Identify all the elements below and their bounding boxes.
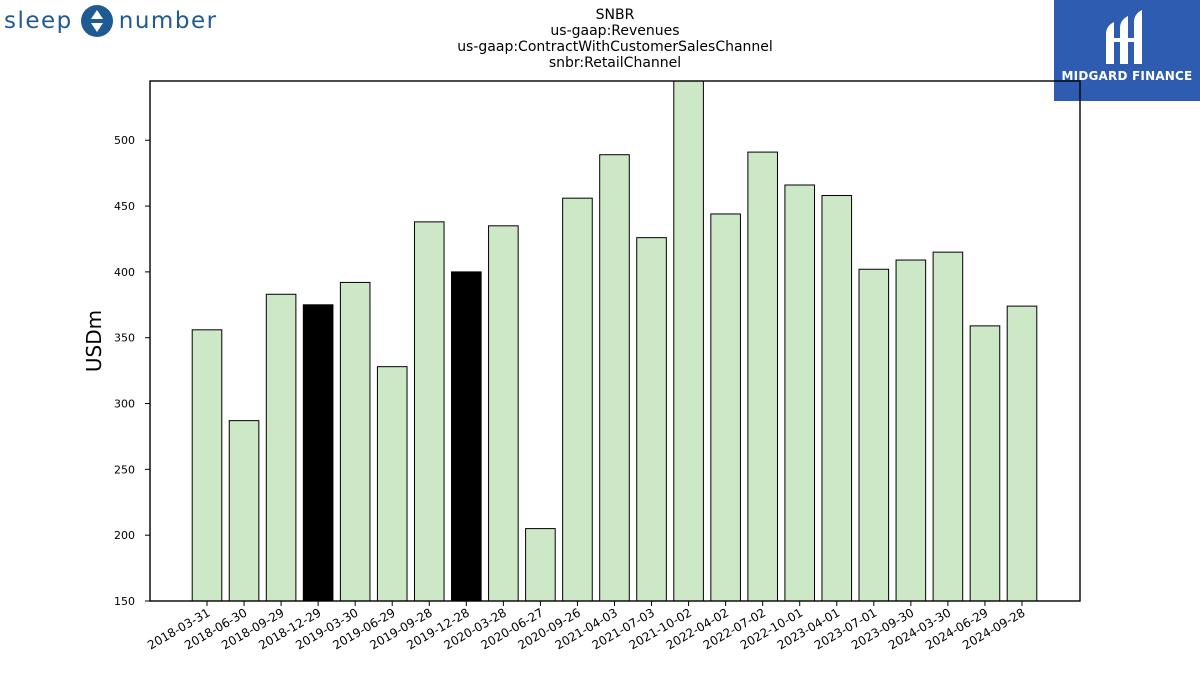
chart-title-line-3: us-gaap:ContractWithCustomerSalesChannel	[457, 39, 773, 55]
midgard-brand-text: MIDGARD FINANCE	[1061, 69, 1193, 83]
logo-word-number: number	[118, 8, 218, 34]
midgard-logo-mark-icon	[1106, 10, 1142, 64]
bars-group	[191, 81, 1038, 601]
bar-2018-09-29	[265, 293, 297, 601]
bar-2021-04-03	[599, 154, 630, 601]
y-tick-label-300: 300	[114, 398, 135, 411]
y-tick-label-150: 150	[114, 595, 135, 608]
bar-2019-06-29	[376, 366, 408, 601]
bar-2018-06-30	[228, 420, 260, 601]
logo-word-sleep: sleep	[4, 8, 73, 34]
bar-2020-09-26	[562, 197, 593, 601]
y-tick-label-500: 500	[114, 134, 135, 147]
chart-title-line-4: snbr:RetailChannel	[548, 55, 682, 71]
bar-2024-09-28	[1006, 305, 1038, 601]
bar-2023-04-01	[821, 195, 853, 601]
bar-2022-07-02	[747, 151, 778, 601]
bar-2019-09-28	[413, 221, 445, 601]
bar-2019-12-28	[451, 271, 482, 601]
bar-2018-03-31	[191, 329, 223, 601]
y-tick-label-350: 350	[114, 332, 135, 345]
chart-title-line-1: SNBR	[595, 7, 635, 23]
bar-2020-03-28	[488, 225, 519, 601]
bar-2018-12-29	[302, 304, 334, 601]
axes-frame	[149, 80, 1081, 602]
bar-2021-07-03	[636, 237, 667, 601]
bar-2022-04-02	[710, 213, 741, 601]
bar-2024-03-30	[932, 251, 964, 601]
y-tick-label-250: 250	[114, 463, 135, 476]
bar-2019-03-30	[339, 281, 371, 601]
sleep-number-logo: sleep number	[4, 3, 218, 39]
y-axis-label: USDm	[82, 310, 106, 372]
midgard-finance-logo: MIDGARD FINANCE	[1054, 0, 1200, 101]
bar-2021-10-02	[673, 81, 704, 601]
bar-2024-06-29	[969, 325, 1001, 601]
logo-arrows-icon	[80, 5, 113, 37]
bar-2023-09-30	[895, 259, 927, 601]
y-tick-label-450: 450	[114, 200, 135, 213]
y-tick-label-400: 400	[114, 266, 135, 279]
bar-2020-06-27	[525, 528, 556, 601]
bar-2022-10-01	[784, 184, 816, 601]
y-tick-label-200: 200	[114, 529, 135, 542]
chart-title-line-2: us-gaap:Revenues	[550, 23, 680, 39]
bar-2023-07-01	[858, 268, 890, 601]
